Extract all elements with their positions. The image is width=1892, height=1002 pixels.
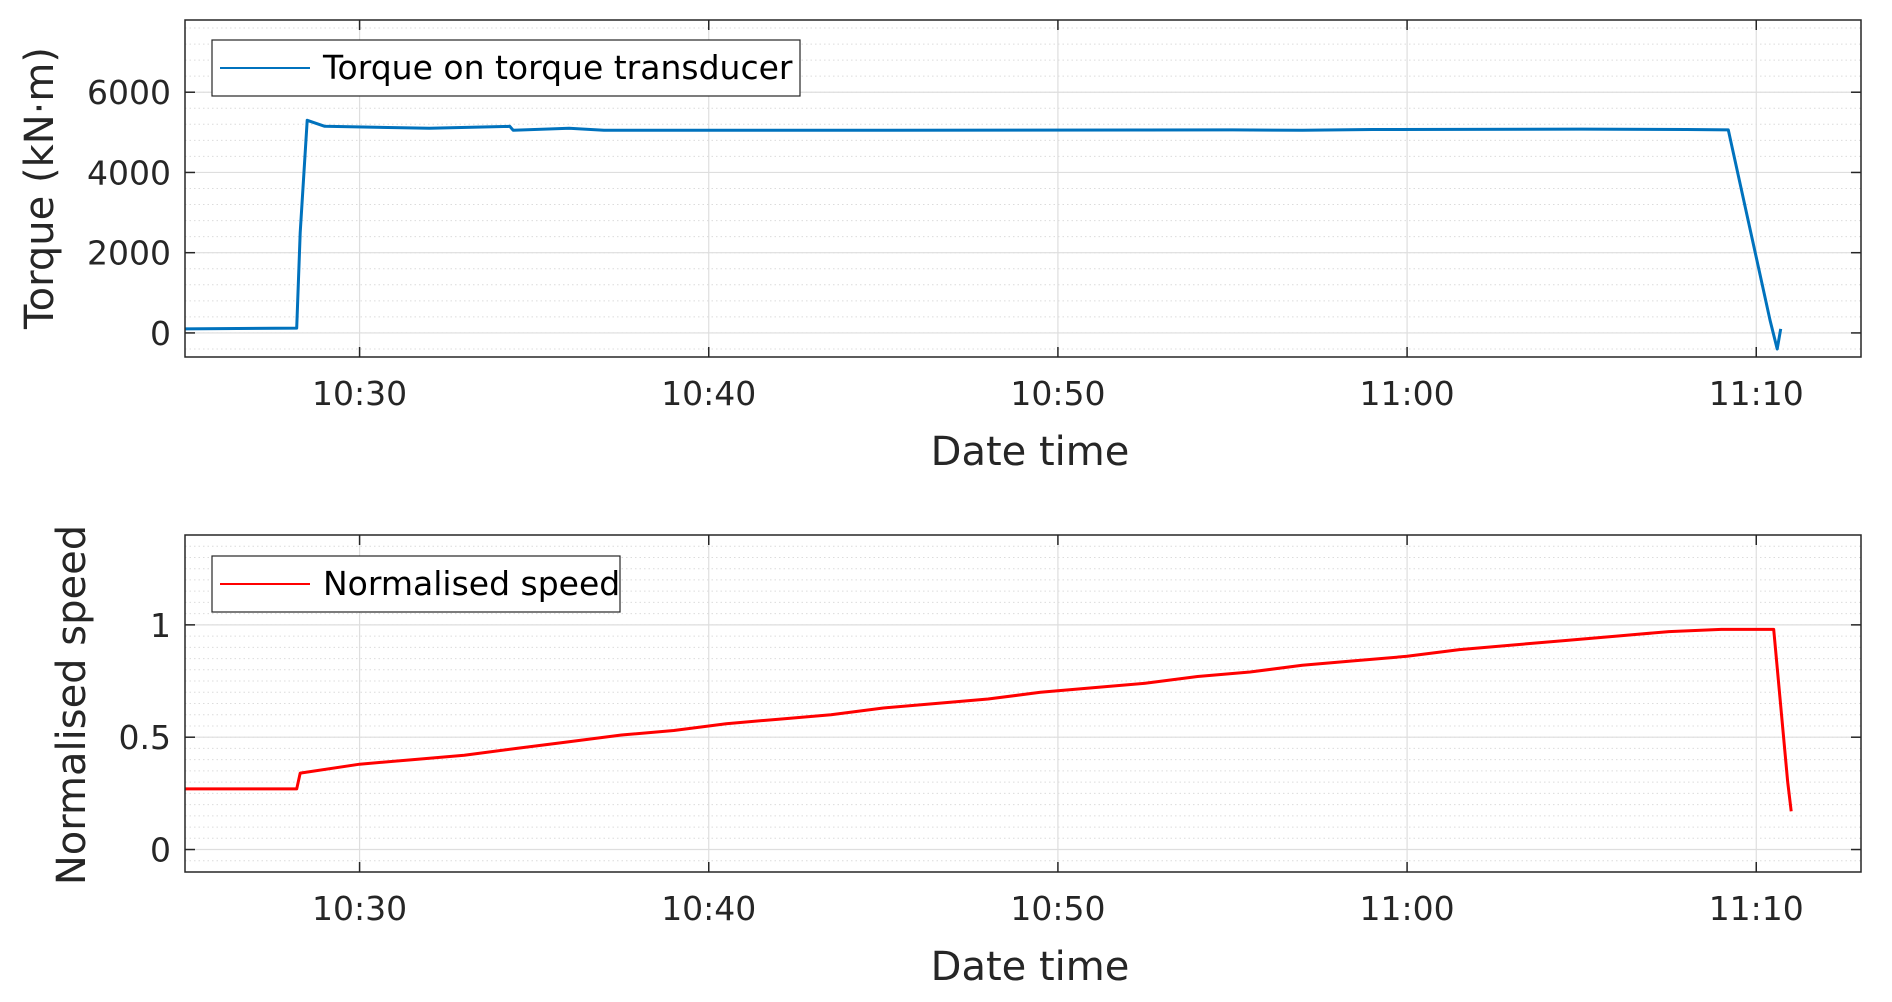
y-tick-label: 6000 [87, 73, 171, 112]
torque-chart: 10:30 10:40 10:50 11:00 11:10 0200040006000 … [17, 19, 1862, 475]
y-tick-label: 0 [150, 314, 171, 353]
x-tick-label: 10:40 [661, 889, 756, 928]
torque-x-ticks: 10:30 10:40 10:50 11:00 11:10 [312, 20, 1804, 413]
speed-grid [185, 535, 1861, 873]
speed-chart: 10:30 10:40 10:50 11:00 11:10 00.51 Date tim… [49, 525, 1862, 990]
torque-legend: Torque on torque transducer [211, 39, 801, 97]
y-tick-label: 0.5 [119, 718, 171, 757]
torque-legend-label: Torque on torque transducer [322, 48, 793, 87]
x-tick-label: 10:50 [1010, 374, 1105, 413]
torque-series [184, 118, 1783, 351]
x-tick-label: 10:30 [312, 889, 407, 928]
x-tick-label: 10:50 [1010, 889, 1105, 928]
x-tick-label: 11:10 [1709, 889, 1804, 928]
torque-y-ticks: 0 2000 4000 6000 [87, 73, 1861, 353]
torque-plot-frame [184, 19, 1862, 358]
torque-y-axis-label: Torque (kN·m) [17, 47, 63, 330]
speed-y-axis-label: Normalised speed [49, 525, 95, 885]
speed-legend: Normalised speed [211, 555, 621, 613]
speed-plot-frame [184, 534, 1862, 873]
torque-x-axis-label: Date time [931, 429, 1130, 475]
speed-x-ticks: 10:30 10:40 10:50 11:00 11:10 [312, 535, 1804, 928]
x-tick-label: 11:10 [1709, 374, 1804, 413]
speed-y-ticks: 00.51 [119, 606, 1861, 870]
x-tick-label: 10:40 [661, 374, 756, 413]
speed-series [185, 627, 1793, 812]
series-line [184, 118, 1783, 351]
speed-legend-label: Normalised speed [323, 564, 620, 603]
x-tick-label: 11:00 [1360, 889, 1455, 928]
y-tick-label: 1 [150, 606, 171, 645]
y-tick-label: 0 [150, 831, 171, 870]
y-tick-label: 4000 [87, 153, 171, 192]
speed-x-axis-label: Date time [931, 944, 1130, 990]
series-line [185, 627, 1793, 812]
x-tick-label: 10:30 [312, 374, 407, 413]
x-tick-label: 11:00 [1360, 374, 1455, 413]
y-tick-label: 2000 [87, 234, 171, 273]
